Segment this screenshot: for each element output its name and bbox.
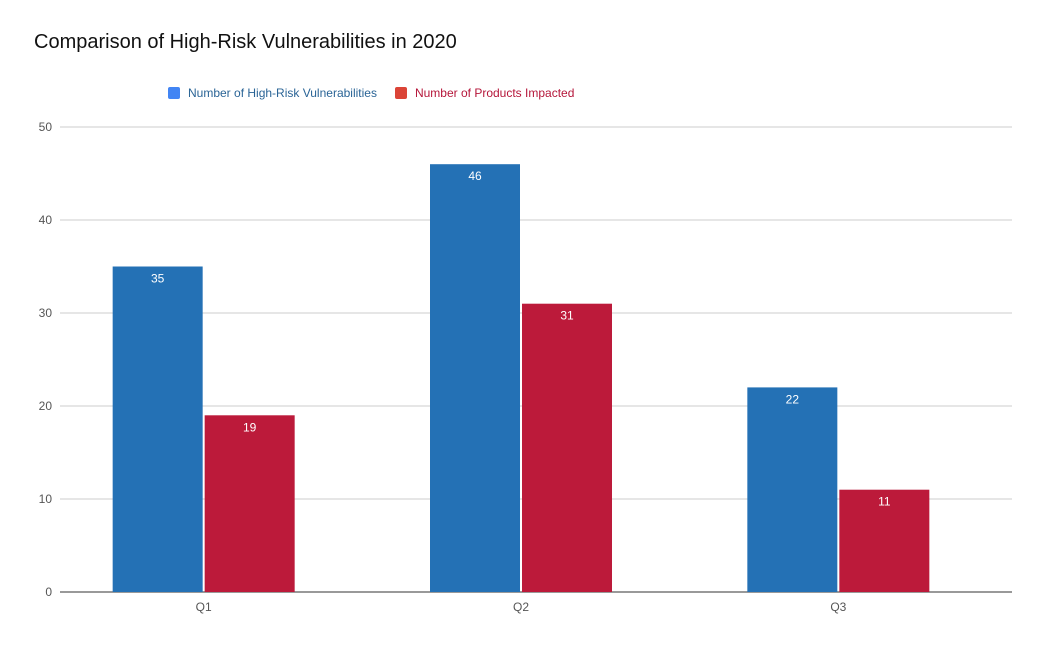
y-tick-label-0: 0 [45, 585, 52, 599]
data-label-q1-series-1: 19 [243, 420, 257, 434]
bar-q1-series-1 [204, 415, 295, 592]
legend-label-products: Number of Products Impacted [414, 86, 575, 100]
legend: Number of High-Risk Vulnerabilities Numb… [168, 86, 574, 100]
data-label-q3-series-1: 11 [878, 495, 891, 509]
y-tick-label-50: 50 [39, 120, 53, 134]
bar-q3-series-0 [747, 387, 838, 592]
y-tick-label-30: 30 [39, 306, 53, 320]
legend-label-vulnerabilities: Number of High-Risk Vulnerabilities [188, 86, 377, 100]
bar-q2-series-0 [430, 164, 520, 592]
bar-q3-series-1 [839, 489, 930, 592]
y-tick-label-20: 20 [39, 399, 53, 413]
chart-title: Comparison of High-Risk Vulnerabilities … [34, 31, 457, 53]
x-tick-label-q1: Q1 [196, 600, 212, 614]
data-label-q3-series-0: 22 [786, 392, 800, 406]
bar-q1-series-0 [112, 266, 203, 592]
x-tick-label-q2: Q2 [513, 600, 529, 614]
data-label-q1-series-0: 35 [151, 272, 165, 286]
x-tick-label-q3: Q3 [830, 600, 846, 614]
data-label-q2-series-0: 46 [468, 169, 482, 183]
legend-item-vulnerabilities[interactable]: Number of High-Risk Vulnerabilities [168, 86, 377, 100]
legend-item-products[interactable]: Number of Products Impacted [394, 86, 575, 100]
bar-q2-series-1 [522, 303, 612, 592]
legend-swatch-vulnerabilities [168, 87, 180, 99]
y-tick-label-10: 10 [39, 492, 53, 506]
y-tick-label-40: 40 [39, 213, 53, 227]
data-label-q2-series-1: 31 [560, 309, 574, 323]
legend-swatch-products [394, 87, 407, 99]
